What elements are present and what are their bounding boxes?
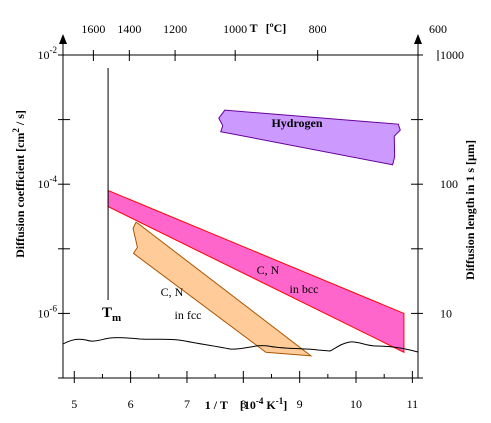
x-axis-bottom-title: 1 / T [10-4 K-1] bbox=[205, 396, 287, 412]
y-left-tick-label: 10-6 bbox=[38, 303, 58, 320]
x-axis-top-title: T [ºC] bbox=[250, 21, 287, 35]
y-right-tick-label: 10 bbox=[440, 306, 452, 320]
x-bottom-tick-label: 11 bbox=[407, 397, 419, 411]
x-top-tick-label: 1600 bbox=[81, 22, 105, 36]
right-axis-arrow bbox=[414, 34, 422, 44]
y-axis-right-title: Diffusion length in 1 s [µm] bbox=[463, 140, 477, 280]
x-bottom-tick-label: 5 bbox=[71, 397, 77, 411]
y-axis-left-title: Diffusion coefficient [cm2 / s] bbox=[11, 110, 27, 258]
band-cn-fcc bbox=[132, 221, 313, 357]
bcc-label-line1: C, N bbox=[257, 263, 280, 277]
x-bottom-tick-label: 7 bbox=[184, 397, 190, 411]
x-top-tick-label: 600 bbox=[429, 22, 447, 36]
x-bottom-tick-label: 6 bbox=[128, 397, 134, 411]
x-top-tick-label: 1000 bbox=[223, 22, 247, 36]
plot-frame bbox=[62, 54, 419, 379]
bcc-label-line2: in bcc bbox=[290, 282, 319, 296]
x-top-tick-label: 1200 bbox=[163, 22, 187, 36]
band-hydrogen bbox=[218, 109, 401, 166]
hydrogen-label: Hydrogen bbox=[271, 116, 322, 130]
left-axis-arrow bbox=[59, 34, 67, 44]
y-left-tick-label: 10-2 bbox=[38, 45, 58, 62]
x-bottom-tick-label: 9 bbox=[297, 397, 303, 411]
y-right-tick-label: 1000 bbox=[440, 48, 464, 62]
x-top-tick-label: 1400 bbox=[117, 22, 141, 36]
x-bottom-tick-label: 10 bbox=[350, 397, 362, 411]
melting-point-label: Tm bbox=[102, 305, 121, 324]
y-left-tick-label: 10-4 bbox=[38, 174, 58, 191]
fcc-label-line2: in fcc bbox=[175, 308, 202, 322]
x-bottom-tick-label: 8 bbox=[240, 397, 246, 411]
fcc-label-line1: C, N bbox=[161, 285, 184, 299]
y-right-tick-label: 100 bbox=[440, 177, 458, 191]
x-top-tick-label: 800 bbox=[309, 22, 327, 36]
detection-limit-line bbox=[62, 337, 419, 353]
